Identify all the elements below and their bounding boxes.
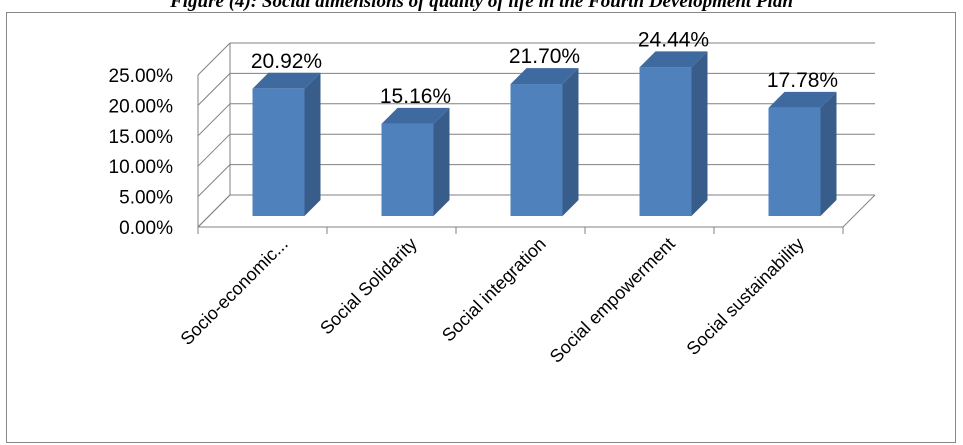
bar-top-face: [252, 72, 321, 89]
y-tick-label: 5.00%: [119, 188, 173, 209]
data-labels: 20.92% 15.16% 21.70% 24.44% 17.78%: [251, 28, 838, 107]
category-label: Social integration: [438, 234, 550, 346]
floor-right-edge: [842, 194, 876, 228]
bar-front-face: [768, 107, 821, 216]
category-label: Social Solidarity: [316, 234, 421, 339]
bar: [510, 68, 579, 217]
data-label: 17.78%: [767, 69, 838, 92]
y-tick-label: 0.00%: [119, 218, 173, 239]
category-label: Social empowerment: [546, 234, 679, 367]
bar: [768, 91, 837, 216]
bars: [252, 51, 837, 217]
gridline-side: [197, 133, 231, 167]
gridline-side: [197, 42, 231, 76]
data-label: 20.92%: [251, 50, 322, 73]
bar: [252, 72, 321, 216]
data-label: 24.44%: [638, 28, 709, 51]
category-labels: Socio-economic... Social Solidarity Social…: [177, 234, 808, 367]
bar-front-face: [510, 84, 563, 217]
bar-front-face: [381, 123, 434, 216]
y-tick-label: 10.00%: [109, 157, 174, 178]
gridline-side: [197, 73, 231, 106]
y-tick-label: 20.00%: [109, 96, 174, 117]
y-tick-label: 15.00%: [109, 127, 174, 148]
y-tick-label: 25.00%: [109, 66, 174, 87]
bar-front-face: [639, 67, 692, 216]
bar-top-face: [510, 68, 579, 85]
chart-frame: [6, 12, 956, 443]
bar-side-face: [691, 51, 708, 216]
bar-top-face: [768, 91, 837, 108]
gridline-side: [197, 103, 231, 137]
bar: [381, 107, 450, 216]
data-label: 21.70%: [509, 45, 580, 68]
bar-top-face: [639, 51, 708, 68]
bar: [639, 51, 708, 216]
category-label: Socio-economic...: [177, 234, 292, 349]
bar-top-face: [381, 107, 450, 124]
category-label: Social sustainability: [683, 234, 808, 359]
bar-side-face: [304, 72, 321, 216]
chart-walls: [197, 43, 876, 234]
bar-side-face: [433, 107, 450, 216]
gridline-side: [197, 164, 231, 197]
bar-front-face: [252, 88, 305, 216]
figure-title: Figure (4): Social dimensions of quality…: [170, 0, 793, 12]
bar-side-face: [820, 91, 837, 216]
floor-left-edge: [197, 194, 231, 228]
y-axis-ticks: 0.00% 5.00% 10.00% 15.00% 20.00% 25.00%: [109, 66, 174, 239]
data-label: 15.16%: [380, 85, 451, 108]
bar-side-face: [562, 68, 579, 217]
